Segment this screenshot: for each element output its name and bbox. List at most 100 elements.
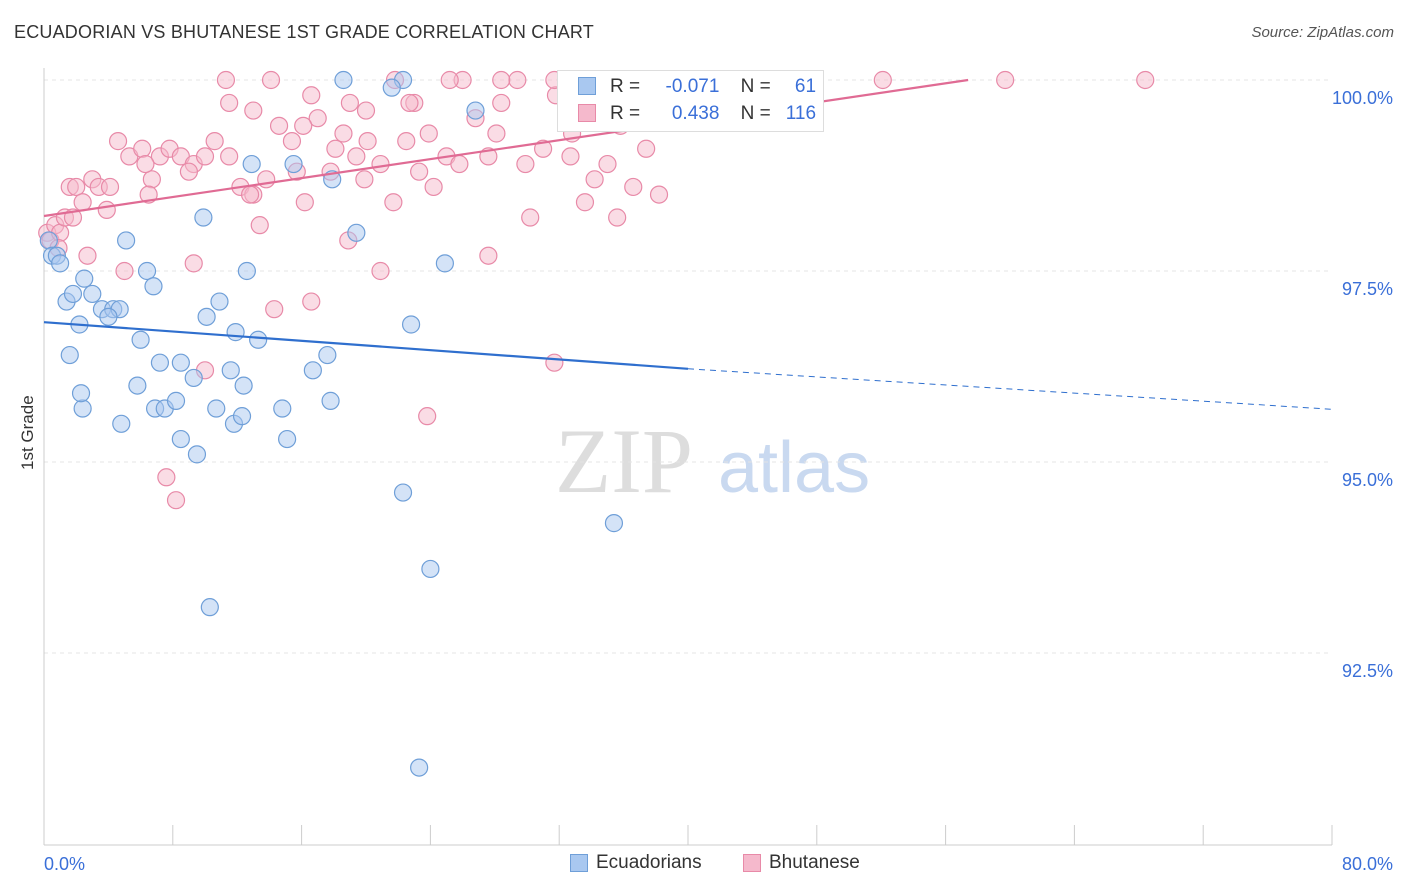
ecuadorians-point <box>278 429 297 449</box>
ecuadorians-point <box>128 376 147 395</box>
bhutanese-point <box>347 147 366 166</box>
trendline-ecuadorians-extension <box>687 368 1333 410</box>
ecuadorians-point <box>73 399 92 418</box>
bhutanese-point <box>136 154 155 174</box>
bhutanese-point <box>295 193 314 212</box>
ecuadorians-point <box>347 223 366 242</box>
bhutanese-point <box>371 261 390 281</box>
ecuadorians-point <box>71 384 91 403</box>
watermark-atlas: atlas <box>718 428 870 508</box>
x-tick-labels: 0.0% 80.0% <box>44 854 1393 874</box>
bhutanese-point <box>521 208 540 227</box>
bhutanese-point <box>637 139 656 158</box>
bhutanese-point <box>585 170 604 189</box>
ecuadorians-point <box>226 323 245 342</box>
stats-row-ecuadorians: R = -0.071 N = 61 <box>578 76 816 98</box>
stats-legend: R = -0.071 N = 61 R = 0.438 N = 116 <box>557 70 824 132</box>
bhutanese-point <box>356 101 376 120</box>
bhutanese-point <box>598 154 617 174</box>
bhutanese-point <box>419 124 438 143</box>
ecuadorians-point <box>421 559 440 579</box>
bhutanese-point <box>1136 70 1155 90</box>
bhutanese-point <box>166 491 186 510</box>
bhutanese-point <box>384 193 403 212</box>
ecuadorians-point <box>150 353 170 372</box>
bhutanese-point <box>216 70 236 90</box>
ecuadorians-point <box>382 78 401 97</box>
bhutanese-point <box>424 177 443 197</box>
bhutanese-point <box>179 162 198 181</box>
bhutanese-point <box>184 254 203 273</box>
bhutanese-point <box>575 193 595 212</box>
ecuadorians-point <box>207 399 226 418</box>
bhutanese-point <box>410 162 429 181</box>
bhutanese-point <box>67 177 86 197</box>
bhutanese-point <box>115 261 134 281</box>
stats-row-bhutanese: R = 0.438 N = 116 <box>578 103 816 125</box>
bhutanese-point <box>240 185 260 204</box>
ecuadorians-point <box>234 376 253 395</box>
stats-n-label: N = <box>740 103 771 124</box>
bhutanese-point <box>492 70 511 90</box>
ecuadorians-point <box>210 292 229 311</box>
bhutanese-point <box>516 154 535 174</box>
bhutanese-point <box>269 116 289 135</box>
ecuadorians-point <box>83 284 102 304</box>
ecuadorians-point <box>393 483 413 502</box>
ecuadorians-point <box>232 407 252 426</box>
ecuadorians-point <box>303 361 322 380</box>
bhutanese-point <box>533 139 553 158</box>
y-tick-labels: 100.0% 97.5% 95.0% 92.5% <box>1332 88 1393 681</box>
y-tick-label: 100.0% <box>1332 88 1393 108</box>
bhutanese-point <box>996 70 1015 90</box>
bhutanese-point <box>108 132 128 151</box>
bhutanese-point <box>282 132 302 151</box>
ecuadorians-point <box>63 284 83 304</box>
trendline-ecuadorians <box>43 321 689 370</box>
ecuadorians-point <box>137 261 157 281</box>
ecuadorians-point <box>99 307 118 326</box>
bhutanese-point <box>358 132 377 151</box>
y-tick-label: 97.5% <box>1342 279 1393 299</box>
chart-title: ECUADORIAN VS BHUTANESE 1ST GRADE CORREL… <box>14 22 594 42</box>
ecuadorians-point <box>249 330 268 349</box>
bhutanese-point <box>873 70 892 90</box>
watermark-zip: ZIP <box>555 410 693 512</box>
bhutanese-point <box>250 216 269 235</box>
ecuadorians-point <box>273 399 292 418</box>
ecuadorians-point <box>184 368 203 388</box>
y-tick-label: 95.0% <box>1342 470 1393 490</box>
ecuadorians-point <box>144 277 163 296</box>
stats-r-label: R = <box>610 76 641 97</box>
y-tick-label: 92.5% <box>1342 661 1393 681</box>
stats-r-label: R = <box>610 103 641 124</box>
ecuadorians-point <box>131 330 150 349</box>
bhutanese-point <box>205 132 224 151</box>
ecuadorians-point <box>187 445 207 464</box>
stats-r-ecuadorians: -0.071 <box>665 76 720 97</box>
bhutanese-point <box>340 93 359 113</box>
bhutanese-point <box>302 292 321 311</box>
ecuadorians-point <box>435 254 454 273</box>
bhutanese-point <box>294 116 313 135</box>
legend-item-ecuadorians[interactable]: Ecuadorians <box>570 852 702 874</box>
bhutanese-point <box>157 468 176 487</box>
stats-n-label: N = <box>740 76 771 97</box>
ecuadorians-point <box>75 269 94 288</box>
bhutanese-point <box>418 407 437 426</box>
source-credit: Source: ZipAtlas.com <box>1251 24 1394 41</box>
ecuadorians-point <box>466 101 485 120</box>
stats-swatch-ecuadorians <box>578 77 596 95</box>
ecuadorians-point <box>194 208 213 227</box>
ecuadorians-point <box>318 345 337 365</box>
bhutanese-point <box>492 93 511 113</box>
ecuadorians-point <box>197 307 216 326</box>
bhutanese-point <box>78 246 97 265</box>
stats-swatch-bhutanese <box>578 104 596 122</box>
stats-n-ecuadorians: 61 <box>794 76 817 97</box>
ecuadorians-point <box>171 429 190 449</box>
bhutanese-point <box>450 154 469 174</box>
legend-item-bhutanese[interactable]: Bhutanese <box>743 852 860 874</box>
ecuadorians-point <box>60 345 79 365</box>
